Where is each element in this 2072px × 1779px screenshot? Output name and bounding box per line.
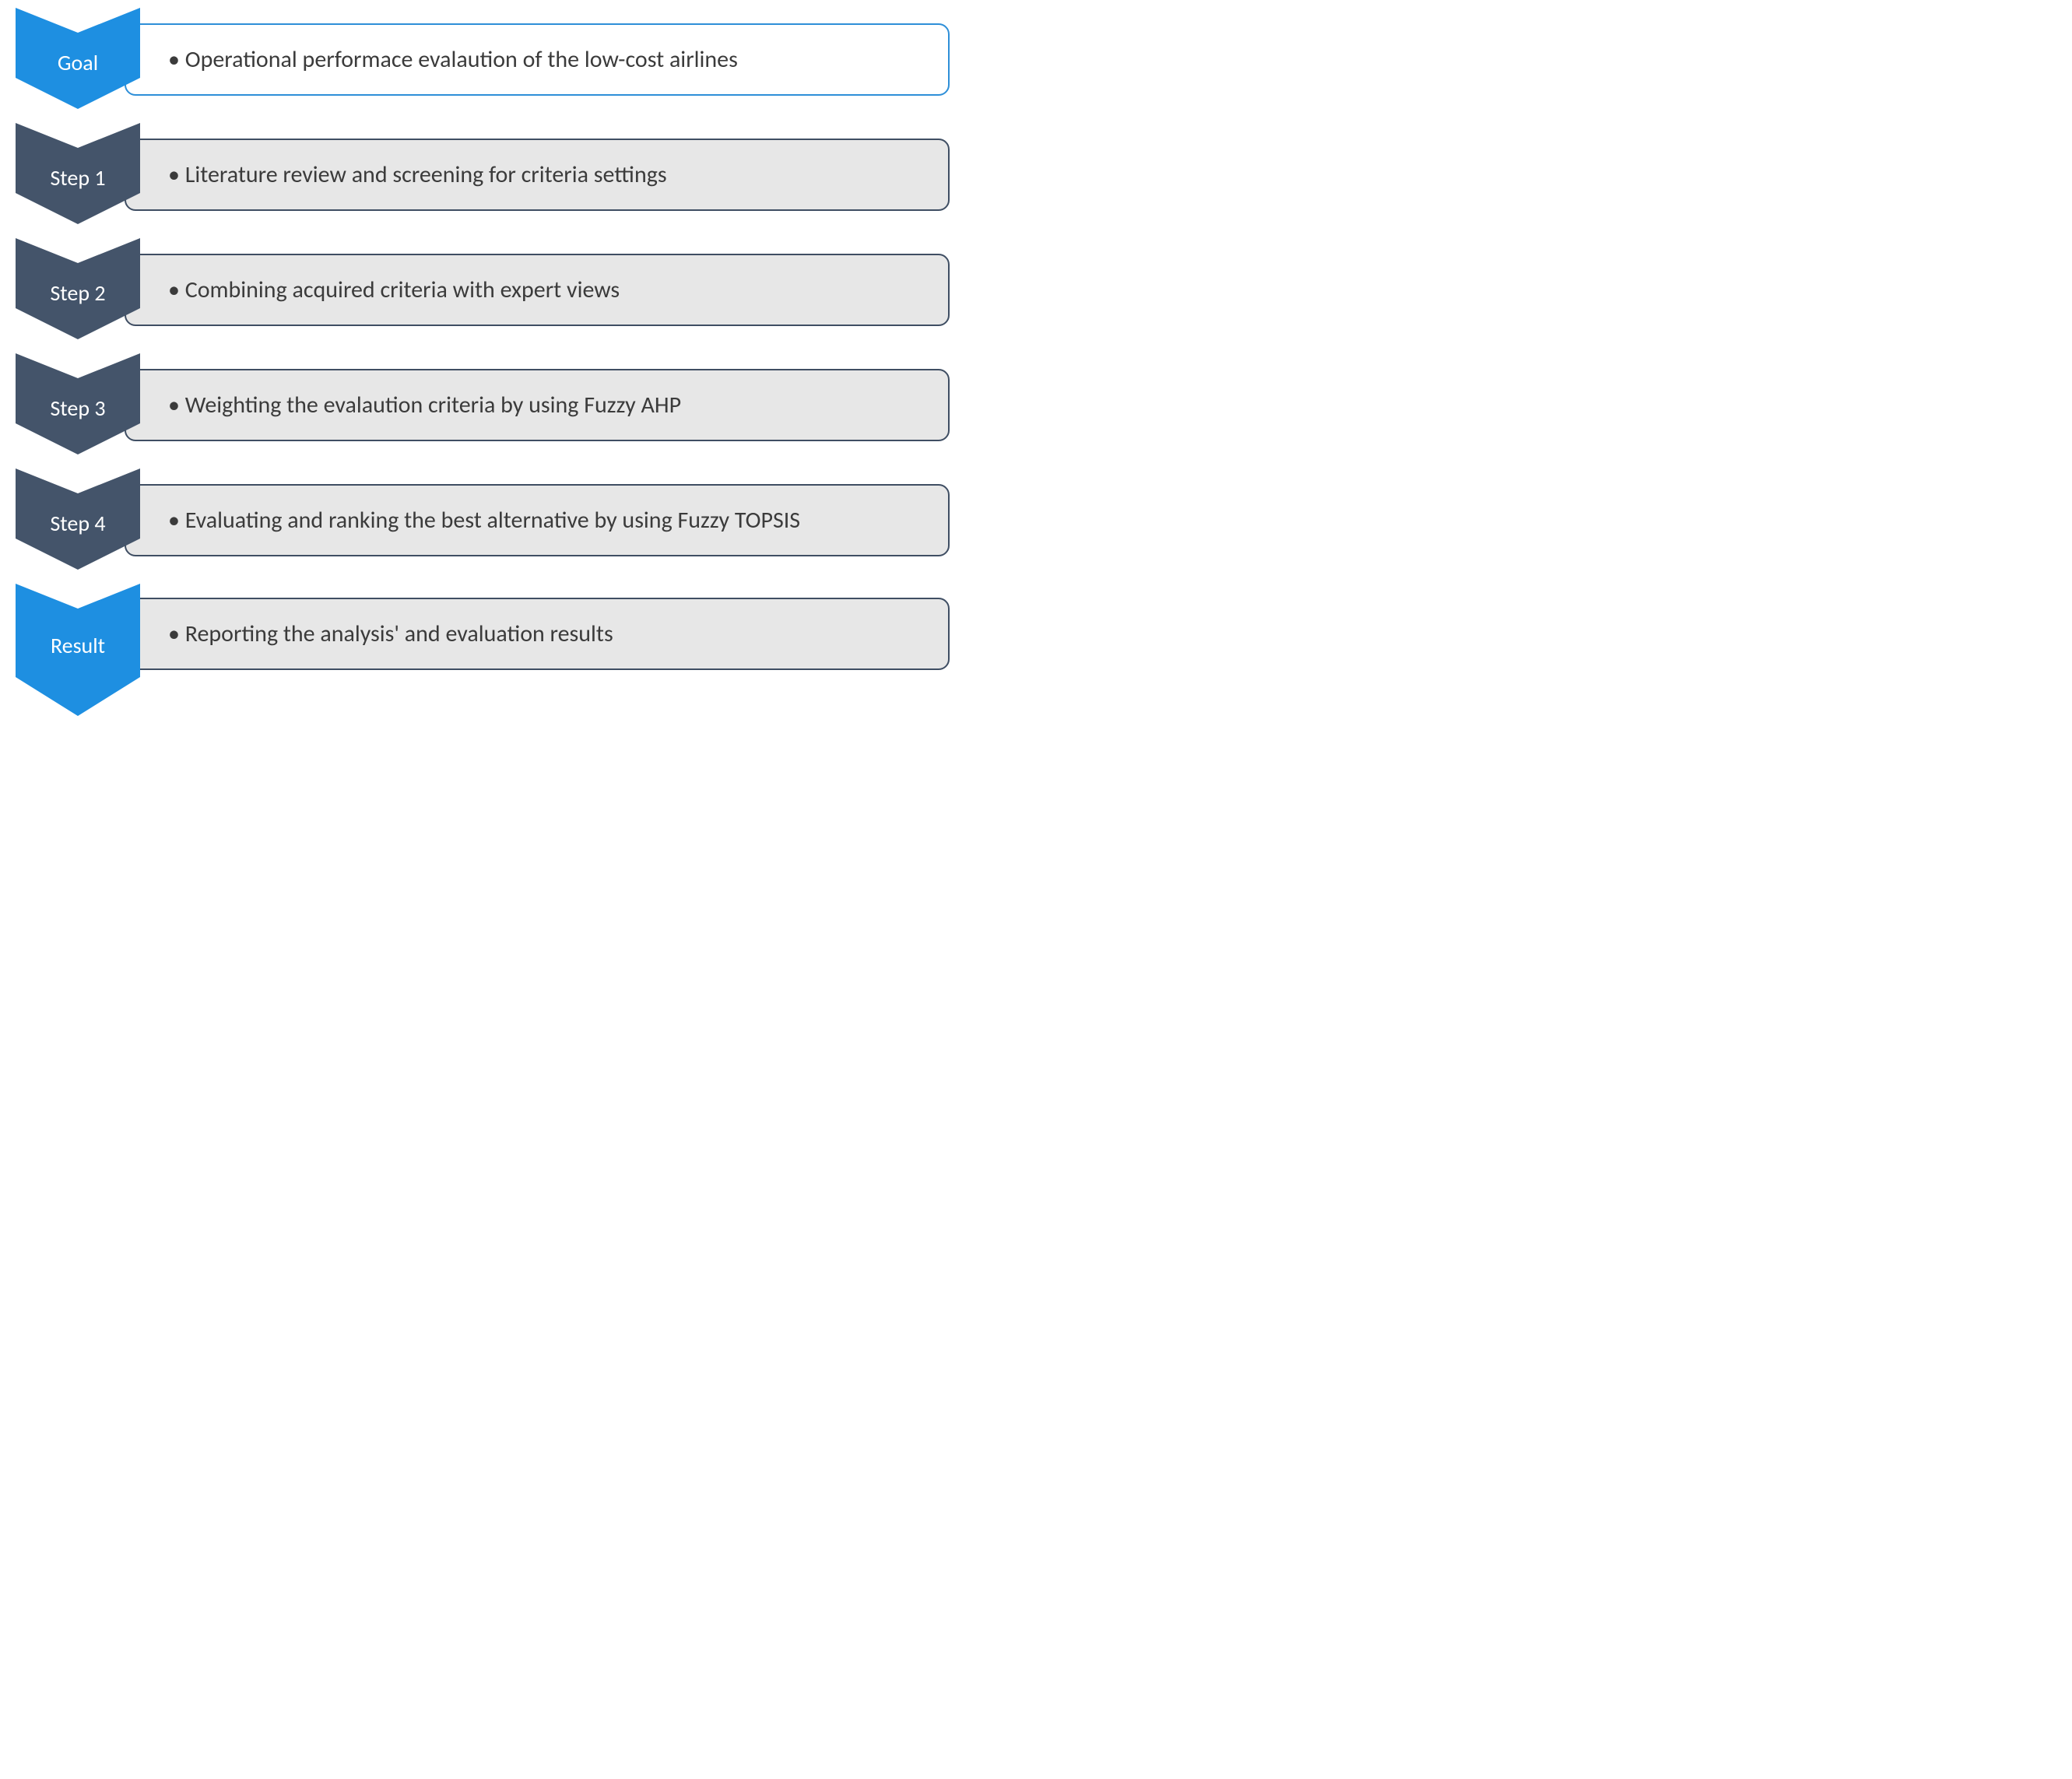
step2-box: • Combining acquired criteria with exper… — [125, 254, 950, 326]
step1-box: • Literature review and screening for cr… — [125, 139, 950, 211]
step2-text: • Combining acquired criteria with exper… — [168, 275, 620, 304]
result-text: • Reporting the analysis' and evaluation… — [168, 619, 613, 648]
chevron-down-icon — [16, 8, 140, 109]
chevron-goal: Goal — [16, 8, 140, 109]
step4-box: • Evaluating and ranking the best altern… — [125, 484, 950, 556]
chevron-step3: Step 3 — [16, 353, 140, 454]
chevron-result: Result — [16, 584, 140, 716]
chevron-step2: Step 2 — [16, 238, 140, 339]
chevron-down-icon — [16, 238, 140, 339]
goal-text: • Operational performace evalaution of t… — [168, 45, 738, 74]
row-result: Result • Reporting the analysis' and eva… — [16, 591, 950, 716]
chevron-down-icon — [16, 353, 140, 454]
chevron-down-icon — [16, 584, 140, 716]
step4-text: • Evaluating and ranking the best altern… — [168, 506, 800, 535]
step3-text: • Weighting the evalaution criteria by u… — [168, 391, 681, 419]
row-step2: Step 2 • Combining acquired criteria wit… — [16, 246, 950, 339]
row-goal: Goal • Operational performace evalaution… — [16, 16, 950, 109]
goal-box: • Operational performace evalaution of t… — [125, 23, 950, 96]
step1-text: • Literature review and screening for cr… — [168, 160, 667, 189]
row-step4: Step 4 • Evaluating and ranking the best… — [16, 476, 950, 570]
row-step1: Step 1 • Literature review and screening… — [16, 131, 950, 224]
process-diagram: Goal • Operational performace evalaution… — [16, 16, 950, 716]
chevron-step4: Step 4 — [16, 468, 140, 570]
chevron-down-icon — [16, 123, 140, 224]
result-box: • Reporting the analysis' and evaluation… — [125, 598, 950, 670]
chevron-down-icon — [16, 468, 140, 570]
row-step3: Step 3 • Weighting the evalaution criter… — [16, 361, 950, 454]
chevron-step1: Step 1 — [16, 123, 140, 224]
step3-box: • Weighting the evalaution criteria by u… — [125, 369, 950, 441]
